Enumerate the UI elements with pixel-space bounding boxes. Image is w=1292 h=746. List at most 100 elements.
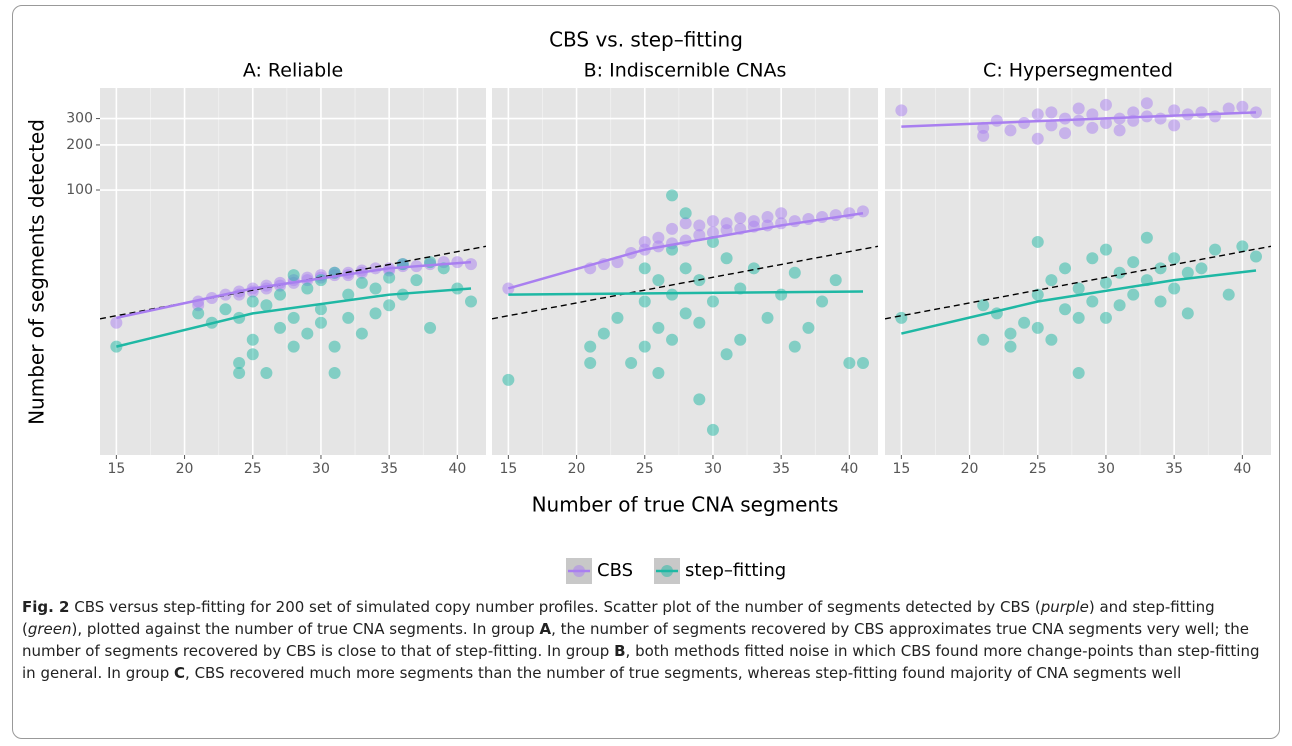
point: [233, 366, 246, 379]
point: [1072, 102, 1085, 115]
point: [638, 295, 651, 308]
point: [1222, 288, 1235, 301]
x-tick-label: 30: [312, 461, 330, 477]
point: [597, 327, 610, 340]
point: [328, 366, 341, 379]
x-tick-label: 15: [499, 461, 517, 477]
point: [410, 274, 423, 287]
point: [369, 282, 382, 295]
point: [788, 266, 801, 279]
panel-background: [885, 88, 1271, 455]
point: [274, 321, 287, 334]
point: [666, 222, 679, 235]
x-tick-label: 20: [176, 461, 194, 477]
point: [1031, 108, 1044, 121]
point: [1249, 250, 1262, 263]
point: [816, 211, 829, 224]
point: [464, 295, 477, 308]
point: [233, 356, 246, 369]
point: [775, 288, 788, 301]
x-tick-label: 25: [244, 461, 262, 477]
point: [1099, 117, 1112, 130]
y-tick-label: 100: [66, 182, 93, 198]
point: [679, 262, 692, 275]
chart-title: CBS vs. step–fitting: [549, 28, 743, 52]
point: [287, 311, 300, 324]
x-tick-label: 35: [772, 461, 790, 477]
point: [720, 348, 733, 361]
point: [287, 340, 300, 353]
point: [1099, 98, 1112, 111]
point: [110, 316, 123, 329]
x-tick-label: 20: [568, 461, 586, 477]
point: [1127, 106, 1140, 119]
point: [638, 340, 651, 353]
caption-text: B: [614, 642, 626, 660]
y-tick-label: 200: [66, 137, 93, 153]
point: [1168, 104, 1181, 117]
point: [1195, 262, 1208, 275]
point: [734, 333, 747, 346]
point: [638, 235, 651, 248]
point: [679, 207, 692, 220]
point: [246, 348, 259, 361]
x-tick-label: 30: [1097, 461, 1115, 477]
point: [1236, 100, 1249, 113]
caption-text: , both methods fitted noise in which CBS…: [22, 642, 1260, 682]
point: [693, 316, 706, 329]
point: [829, 209, 842, 222]
point: [1031, 235, 1044, 248]
point: [1045, 333, 1058, 346]
point: [1004, 327, 1017, 340]
point: [1140, 97, 1153, 110]
x-tick-label: 20: [961, 461, 979, 477]
point: [652, 231, 665, 244]
point: [1072, 311, 1085, 324]
point: [747, 262, 760, 275]
point: [1168, 119, 1181, 132]
point: [328, 340, 341, 353]
point: [1004, 340, 1017, 353]
point: [314, 316, 327, 329]
panel: [100, 88, 486, 455]
point: [301, 282, 314, 295]
point: [424, 321, 437, 334]
x-tick-label: 35: [1165, 461, 1183, 477]
point: [679, 307, 692, 320]
panel-title: A: Reliable: [243, 60, 343, 82]
point: [666, 333, 679, 346]
point: [342, 288, 355, 301]
trend-line: [116, 287, 472, 348]
point: [355, 327, 368, 340]
point: [977, 333, 990, 346]
point: [761, 211, 774, 224]
point: [843, 356, 856, 369]
point: [1209, 110, 1222, 123]
point: [977, 129, 990, 142]
point: [843, 207, 856, 220]
point: [1181, 266, 1194, 279]
point: [1086, 108, 1099, 121]
point: [314, 303, 327, 316]
caption-text: C: [174, 664, 186, 682]
point: [1086, 252, 1099, 265]
point: [301, 327, 314, 340]
trend-line: [901, 269, 1257, 335]
point: [260, 366, 273, 379]
point: [1181, 307, 1194, 320]
point: [383, 299, 396, 312]
point: [355, 276, 368, 289]
legend-point: [661, 565, 673, 577]
point: [1127, 256, 1140, 269]
identity-line: [885, 245, 1271, 320]
point: [856, 205, 869, 218]
caption-label: Fig. 2: [22, 598, 70, 616]
point: [788, 215, 801, 228]
point: [747, 215, 760, 228]
point: [693, 219, 706, 232]
point: [1195, 106, 1208, 119]
point: [1086, 295, 1099, 308]
legend-label: step–fitting: [685, 560, 786, 581]
point: [342, 311, 355, 324]
